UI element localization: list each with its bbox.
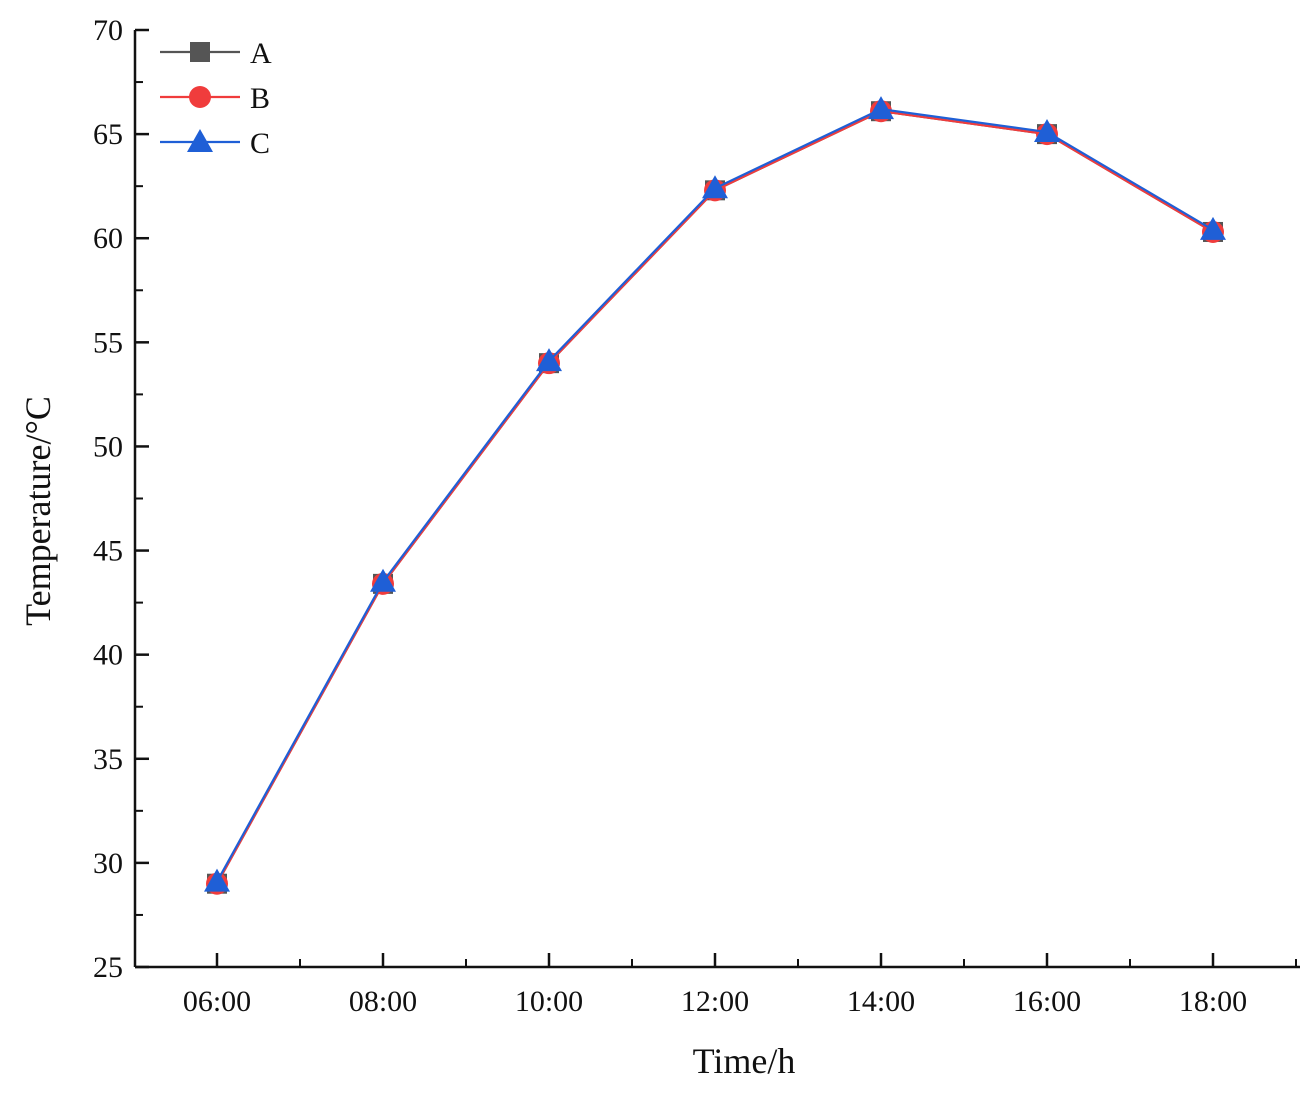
series-B xyxy=(206,100,1224,895)
y-tick-label: 50 xyxy=(93,430,123,463)
data-point-C xyxy=(702,175,728,199)
y-tick-label: 70 xyxy=(93,14,123,47)
series-C xyxy=(204,96,1226,892)
x-tick-label: 08:00 xyxy=(349,985,417,1018)
series-A xyxy=(207,101,1223,894)
y-tick-label: 25 xyxy=(93,951,123,984)
legend-item-B: B xyxy=(160,82,270,115)
series-line-C xyxy=(216,107,1214,883)
y-tick-label: 45 xyxy=(93,535,123,568)
x-tick-label: 16:00 xyxy=(1013,985,1081,1018)
legend-marker-B xyxy=(189,86,211,108)
x-tick-label: 10:00 xyxy=(515,985,583,1018)
legend-label-B: B xyxy=(250,82,270,115)
legend: ABC xyxy=(160,37,272,160)
legend-label-C: C xyxy=(250,127,270,160)
y-tick-label: 55 xyxy=(93,326,123,359)
data-point-C xyxy=(1200,216,1226,240)
data-point-C xyxy=(204,868,230,892)
y-tick-label: 40 xyxy=(93,639,123,672)
x-tick-label: 14:00 xyxy=(847,985,915,1018)
x-axis-title: Time/h xyxy=(693,1041,796,1081)
x-tick-label: 06:00 xyxy=(183,985,251,1018)
y-tick-label: 65 xyxy=(93,118,123,151)
series-layer xyxy=(204,96,1226,895)
series-line-B xyxy=(216,110,1214,885)
data-point-C xyxy=(370,568,396,592)
legend-item-A: A xyxy=(160,37,272,70)
x-tick-label: 18:00 xyxy=(1179,985,1247,1018)
legend-label-A: A xyxy=(250,37,272,70)
data-point-C xyxy=(868,96,894,120)
series-line-A xyxy=(216,110,1214,885)
y-axis-title: Temperature/°C xyxy=(18,396,58,626)
data-point-C xyxy=(536,348,562,372)
y-tick-label: 30 xyxy=(93,847,123,880)
y-tick-label: 35 xyxy=(93,743,123,776)
x-tick-label: 12:00 xyxy=(681,985,749,1018)
legend-marker-C xyxy=(187,129,213,152)
legend-item-C: C xyxy=(160,127,270,160)
data-point-C xyxy=(1034,119,1060,143)
y-tick-label: 60 xyxy=(93,222,123,255)
axes-layer: 25 30 35 40 45 50 55 60 65 70 06:00 08:00 10:00 12:00… xyxy=(93,14,1300,1018)
legend-marker-A xyxy=(190,42,210,62)
